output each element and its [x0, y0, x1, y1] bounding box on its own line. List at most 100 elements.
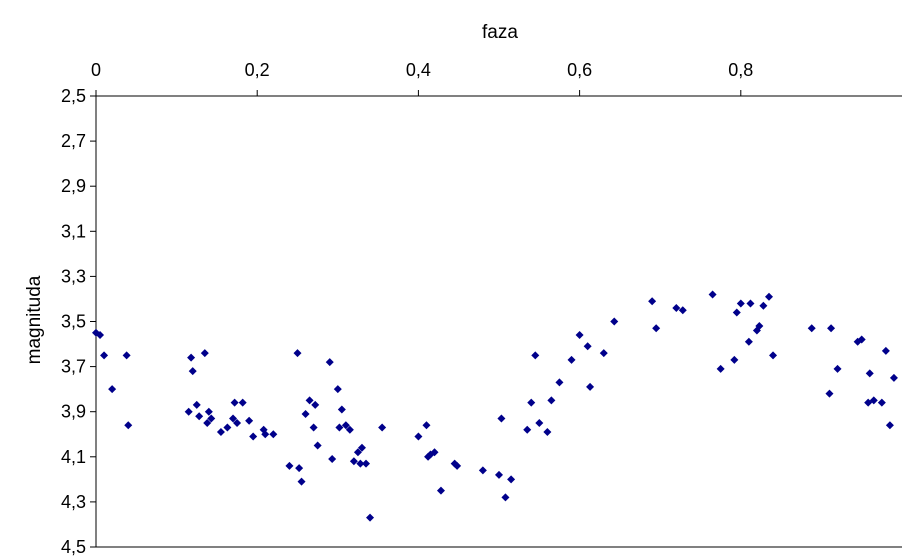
data-point [313, 441, 322, 450]
data-point [357, 443, 366, 452]
data-point [877, 398, 886, 407]
data-point [746, 299, 755, 308]
data-point [507, 475, 516, 484]
data-point [353, 448, 362, 457]
data-point [495, 470, 503, 479]
data-point [301, 409, 310, 418]
data-point [885, 421, 894, 430]
data-point [599, 349, 608, 358]
data-point [362, 459, 371, 468]
data-point [261, 430, 270, 439]
data-point [356, 459, 365, 468]
x-tick-label: 0,6 [567, 60, 592, 80]
data-point [535, 418, 544, 427]
data-point [245, 416, 254, 425]
data-point [328, 455, 337, 464]
data-point [889, 373, 898, 382]
y-axis-title: magnituda [24, 275, 45, 364]
y-tick-label: 4,3 [61, 492, 86, 512]
x-tick-label: 0,2 [245, 60, 270, 80]
data-point [869, 396, 878, 405]
data-point [759, 301, 768, 310]
data-point [881, 346, 890, 355]
data-point [192, 400, 201, 409]
data-point [547, 396, 556, 405]
data-point [865, 369, 874, 378]
data-point [325, 358, 334, 367]
data-point [223, 423, 232, 432]
x-tick-label: 0,4 [406, 60, 431, 80]
data-point [586, 382, 595, 391]
data-point [531, 351, 540, 360]
data-point [184, 407, 193, 416]
x-tick-label: 0 [91, 60, 101, 80]
data-point [378, 423, 387, 432]
data-point [652, 324, 661, 333]
data-point [188, 367, 197, 376]
y-tick-label: 4,1 [61, 447, 86, 467]
data-point [311, 400, 320, 409]
data-point [744, 337, 753, 346]
data-point [297, 477, 306, 486]
data-point [293, 349, 302, 358]
data-point [769, 351, 778, 360]
data-point [825, 389, 834, 398]
data-point [333, 385, 342, 394]
data-point [305, 396, 314, 405]
data-point [309, 423, 318, 432]
data-point [269, 430, 278, 439]
data-point [216, 427, 225, 436]
data-point [672, 303, 681, 312]
data-point [730, 355, 739, 364]
data-point [610, 317, 619, 326]
data-point [285, 461, 294, 470]
data-point [295, 464, 304, 473]
y-tick-label: 4,5 [61, 537, 86, 557]
data-point [543, 427, 552, 436]
data-point [575, 331, 584, 340]
data-point [732, 308, 741, 317]
data-point [708, 290, 717, 299]
data-point [200, 349, 209, 358]
data-point [238, 398, 247, 407]
data-points [92, 290, 898, 522]
data-point [527, 398, 536, 407]
data-point [204, 407, 213, 416]
y-tick-label: 3,3 [61, 266, 86, 286]
y-tick-label: 3,9 [61, 402, 86, 422]
data-point [422, 421, 431, 430]
data-point [124, 421, 133, 430]
data-point [229, 414, 238, 423]
data-point [736, 299, 745, 308]
data-point [716, 364, 725, 373]
x-axis-title: faza [482, 22, 518, 43]
y-tick-label: 2,5 [61, 86, 86, 106]
data-point [583, 342, 592, 351]
data-point [100, 351, 109, 360]
data-point [349, 457, 358, 466]
y-tick-label: 2,9 [61, 176, 86, 196]
data-point [187, 353, 196, 362]
y-tick-label: 2,7 [61, 131, 86, 151]
data-point [807, 324, 816, 333]
data-point [497, 414, 506, 423]
data-point [555, 378, 564, 387]
data-point [337, 405, 346, 414]
data-point [366, 513, 375, 522]
data-point [345, 425, 354, 434]
data-point [833, 364, 842, 373]
data-point [827, 324, 836, 333]
data-point [765, 292, 774, 301]
data-point [523, 425, 532, 434]
data-point [648, 297, 657, 306]
axes: 0 0,2 0,4 0,6 0,8 2,5 2,7 2,9 3,1 3,3 3,5 3,7 3,9 4,1… [61, 60, 902, 557]
data-point [453, 461, 462, 470]
data-point [436, 486, 445, 495]
y-tick-label: 3,1 [61, 221, 86, 241]
data-point [414, 432, 423, 441]
data-point [678, 306, 687, 315]
data-point [755, 322, 764, 331]
data-point [249, 432, 258, 441]
x-tick-label: 0,8 [728, 60, 753, 80]
